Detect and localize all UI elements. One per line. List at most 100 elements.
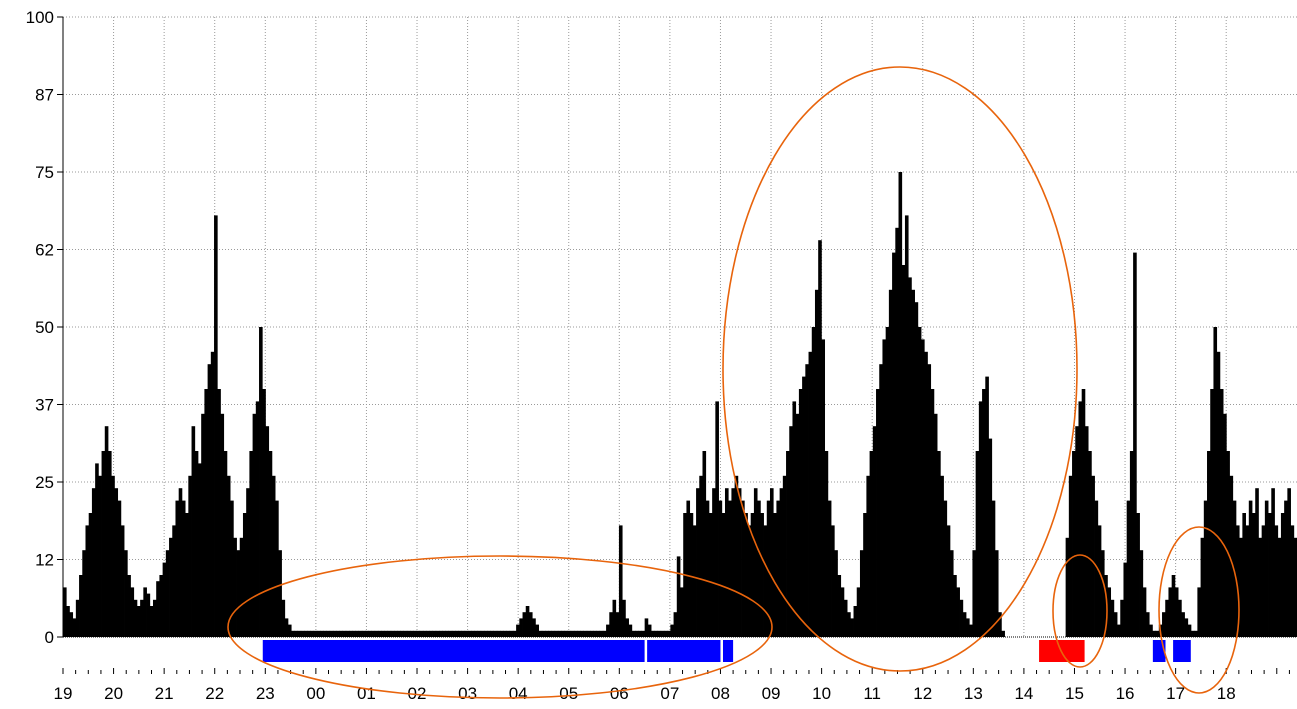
data-bar bbox=[355, 630, 360, 637]
data-bar bbox=[969, 624, 973, 637]
data-bar bbox=[79, 575, 83, 637]
data-bar bbox=[1293, 537, 1297, 637]
data-bar bbox=[178, 488, 183, 637]
data-bar bbox=[731, 488, 736, 637]
data-bar bbox=[124, 550, 128, 637]
data-bar bbox=[422, 630, 427, 637]
data-bar bbox=[63, 587, 67, 637]
data-bar bbox=[702, 451, 707, 637]
data-bar bbox=[814, 289, 819, 637]
data-bar bbox=[885, 327, 890, 637]
data-bar bbox=[1261, 525, 1266, 637]
data-bar bbox=[538, 630, 543, 637]
data-bar bbox=[1081, 389, 1086, 637]
y-tick-label: 25 bbox=[35, 473, 54, 492]
data-bar bbox=[917, 327, 922, 637]
data-bar bbox=[1139, 550, 1144, 637]
data-bar bbox=[1207, 451, 1211, 637]
data-bar bbox=[1216, 351, 1221, 637]
data-bar bbox=[259, 327, 263, 637]
data-bar bbox=[387, 630, 392, 637]
data-bar bbox=[949, 550, 954, 637]
blue-status-bar bbox=[647, 640, 721, 662]
highlight-ellipse bbox=[227, 555, 773, 699]
data-bar bbox=[1194, 630, 1198, 637]
data-bar bbox=[821, 339, 826, 637]
x-tick-label: 07 bbox=[660, 684, 679, 703]
data-bar bbox=[991, 500, 996, 637]
data-bar bbox=[410, 630, 414, 637]
data-bar bbox=[680, 587, 684, 637]
data-bar bbox=[1284, 500, 1288, 637]
data-bar bbox=[393, 630, 398, 637]
data-bar bbox=[442, 630, 446, 637]
data-bar bbox=[741, 500, 745, 637]
data-bar bbox=[943, 500, 948, 637]
data-bar bbox=[377, 630, 382, 637]
data-bar bbox=[104, 426, 109, 637]
data-bar bbox=[580, 630, 584, 637]
data-bar bbox=[117, 500, 122, 637]
data-bar bbox=[705, 500, 710, 637]
data-bar bbox=[1168, 587, 1173, 637]
data-bar bbox=[487, 630, 491, 637]
y-tick-label: 0 bbox=[45, 628, 54, 647]
data-bar bbox=[522, 612, 527, 637]
data-bar bbox=[882, 339, 887, 637]
x-tick-label: 10 bbox=[812, 684, 831, 703]
data-bar bbox=[1226, 451, 1230, 637]
data-bar bbox=[1280, 513, 1285, 637]
data-bar bbox=[98, 475, 102, 637]
data-bar bbox=[1072, 451, 1076, 637]
data-bar bbox=[699, 475, 703, 637]
data-bar bbox=[230, 500, 234, 637]
data-bar bbox=[169, 537, 173, 637]
data-bar bbox=[471, 630, 475, 637]
data-bar bbox=[599, 630, 604, 637]
data-bar bbox=[503, 630, 507, 637]
data-bar bbox=[403, 630, 408, 637]
data-bar bbox=[127, 575, 131, 637]
highlight-ellipse bbox=[722, 66, 1078, 672]
data-bar bbox=[162, 562, 167, 637]
data-bar bbox=[998, 612, 1002, 637]
data-bar bbox=[1287, 488, 1291, 637]
x-tick-label: 05 bbox=[559, 684, 578, 703]
data-bar bbox=[863, 513, 867, 637]
x-tick-label: 16 bbox=[1116, 684, 1135, 703]
data-bar bbox=[101, 451, 106, 637]
data-bar bbox=[792, 401, 797, 637]
data-bar bbox=[313, 630, 318, 637]
data-bar bbox=[811, 327, 816, 637]
data-bar bbox=[1152, 630, 1156, 637]
data-bar bbox=[210, 351, 215, 637]
data-bar bbox=[159, 575, 164, 637]
x-tick-label: 03 bbox=[458, 684, 477, 703]
data-bar bbox=[464, 630, 469, 637]
status-bars bbox=[262, 640, 1191, 662]
x-tick-label: 02 bbox=[408, 684, 427, 703]
data-bar bbox=[352, 630, 356, 637]
data-bar bbox=[381, 630, 385, 637]
data-bar bbox=[927, 364, 932, 637]
data-bar bbox=[1162, 612, 1166, 637]
data-bar bbox=[753, 488, 758, 637]
data-bar bbox=[265, 426, 270, 637]
data-bar bbox=[789, 426, 793, 637]
data-bar bbox=[1126, 500, 1131, 637]
x-tick-label: 09 bbox=[762, 684, 781, 703]
y-tick-label: 87 bbox=[35, 86, 54, 105]
data-bar bbox=[1142, 587, 1147, 637]
x-tick-label: 21 bbox=[155, 684, 174, 703]
data-bar bbox=[628, 624, 633, 637]
data-bar bbox=[933, 413, 938, 637]
data-bar bbox=[776, 500, 781, 637]
data-bar bbox=[850, 618, 854, 637]
data-bar bbox=[859, 550, 864, 637]
data-bar bbox=[1274, 525, 1279, 637]
data-bar bbox=[843, 599, 848, 637]
data-bar bbox=[509, 630, 514, 637]
data-bar bbox=[872, 426, 877, 637]
data-bar bbox=[419, 630, 424, 637]
data-bar bbox=[233, 537, 237, 637]
